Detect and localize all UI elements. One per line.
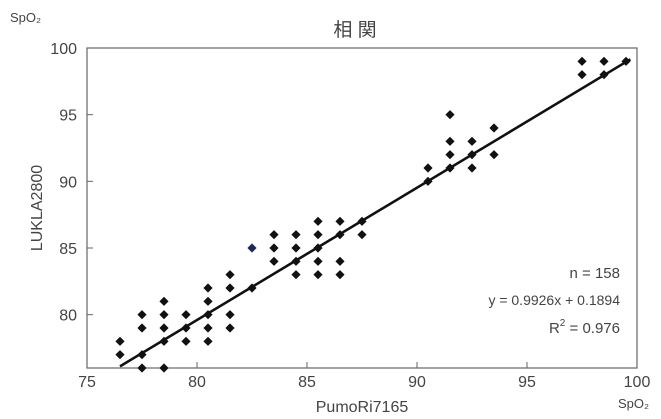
data-point: [137, 310, 146, 319]
data-point: [225, 323, 234, 332]
data-point: [115, 337, 124, 346]
data-point: [335, 270, 344, 279]
data-point: [577, 70, 586, 79]
data-point: [247, 243, 256, 252]
data-point: [181, 337, 190, 346]
y-tick-label: 85: [59, 241, 77, 258]
n-annotation: n = 158: [570, 265, 620, 282]
data-point: [269, 230, 278, 239]
x-axis-label: PumoRi7165: [316, 399, 409, 416]
data-point: [313, 257, 322, 266]
x-tick-label: 80: [188, 374, 206, 391]
y-tick-label: 80: [59, 308, 77, 325]
data-point: [313, 270, 322, 279]
data-point: [489, 123, 498, 132]
data-point: [335, 257, 344, 266]
equation-annotation: y = 0.9926x + 0.1894: [488, 292, 620, 308]
y-tick-label: 100: [50, 41, 77, 58]
data-point: [137, 363, 146, 372]
x-tick-label: 75: [78, 374, 96, 391]
data-point: [203, 323, 212, 332]
data-point: [225, 283, 234, 292]
y-axis-unit: SpO₂: [10, 10, 41, 25]
data-point: [269, 257, 278, 266]
data-point: [599, 57, 608, 66]
data-point: [203, 297, 212, 306]
x-tick-label: 90: [408, 374, 426, 391]
x-tick-label: 85: [298, 374, 316, 391]
r2-base: R: [549, 320, 560, 337]
data-point: [291, 270, 300, 279]
data-point: [445, 150, 454, 159]
data-point: [313, 230, 322, 239]
data-point: [423, 163, 432, 172]
data-point: [313, 217, 322, 226]
data-point: [159, 363, 168, 372]
y-tick-label: 95: [59, 108, 77, 125]
x-tick-label: 95: [518, 374, 536, 391]
chart-title: 相 関: [333, 19, 376, 41]
data-point: [159, 323, 168, 332]
data-point: [203, 337, 212, 346]
data-point: [291, 230, 300, 239]
y-axis-label: LUKLA2800: [29, 165, 46, 251]
data-point: [181, 310, 190, 319]
data-point: [445, 137, 454, 146]
data-point: [445, 110, 454, 119]
data-point: [203, 283, 212, 292]
data-point: [467, 163, 476, 172]
data-point: [489, 150, 498, 159]
y-tick-label: 90: [59, 174, 77, 191]
x-axis-unit: SpO₂: [618, 396, 649, 411]
x-tick-label: 100: [624, 374, 651, 391]
data-point: [291, 243, 300, 252]
data-point: [137, 323, 146, 332]
data-point: [225, 310, 234, 319]
r2-value: = 0.976: [565, 320, 620, 337]
data-point: [335, 217, 344, 226]
r2-annotation: R2 = 0.976: [549, 318, 620, 337]
data-point: [577, 57, 586, 66]
data-point: [269, 243, 278, 252]
data-point: [357, 230, 366, 239]
data-point: [115, 350, 124, 359]
data-point: [225, 270, 234, 279]
data-point: [159, 297, 168, 306]
data-point: [467, 137, 476, 146]
data-point: [159, 310, 168, 319]
